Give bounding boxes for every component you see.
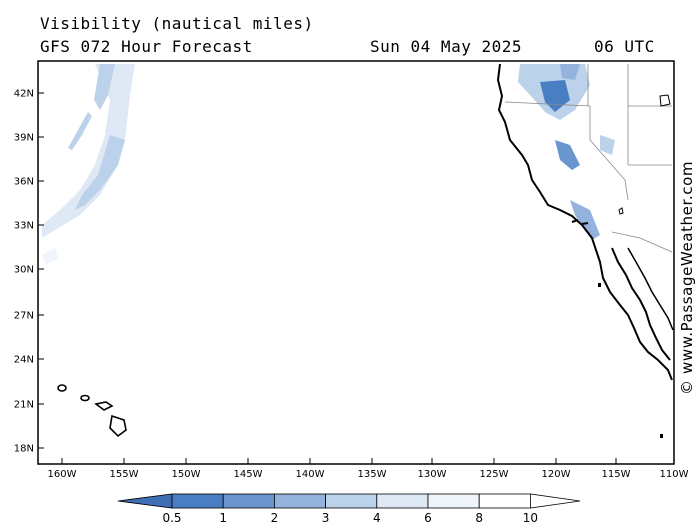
colorbar-label: 6 bbox=[424, 511, 432, 525]
fog-near-coast bbox=[42, 248, 58, 265]
colorbar-min-arrow bbox=[117, 493, 173, 509]
fog-band-north bbox=[94, 64, 115, 110]
oahu-island bbox=[80, 394, 90, 402]
fog-band-pacific bbox=[42, 64, 135, 238]
lat-label: 21N bbox=[14, 400, 34, 411]
visibility-colorbar: 0.5 1 2 3 4 6 8 10 bbox=[117, 493, 581, 525]
colorbar-max-arrow bbox=[530, 493, 581, 509]
great-salt-lake bbox=[659, 94, 671, 107]
maui-molokai-islands bbox=[94, 401, 114, 411]
lat-label: 18N bbox=[14, 444, 34, 455]
lat-label: 24N bbox=[14, 355, 34, 366]
passageweather-credit: © www.PassageWeather.com bbox=[678, 160, 696, 395]
lon-label: 135W bbox=[358, 469, 387, 480]
north-america-coastline bbox=[496, 63, 673, 381]
mainland-mexico-coast bbox=[627, 247, 674, 331]
fog-streak-west bbox=[68, 112, 92, 150]
baja-gulf-coast bbox=[611, 247, 671, 361]
colorbar-label: 10 bbox=[523, 511, 538, 525]
colorbar-bin bbox=[325, 493, 378, 509]
big-island bbox=[109, 414, 127, 438]
california-nevada-border bbox=[589, 106, 629, 201]
lon-label: 110W bbox=[660, 469, 689, 480]
hawaiian-islands bbox=[57, 384, 127, 438]
lat-label: 39N bbox=[14, 133, 34, 144]
fog-idaho bbox=[560, 64, 580, 80]
lon-label: 115W bbox=[602, 469, 631, 480]
guadalupe-island bbox=[598, 283, 601, 287]
forecast-subtitle: GFS 072 Hour Forecast bbox=[40, 37, 253, 56]
colorbar-label: 3 bbox=[322, 511, 330, 525]
kauai-island bbox=[57, 384, 67, 392]
colorbar-bin bbox=[171, 493, 224, 509]
salton-sea bbox=[618, 207, 624, 215]
lon-label: 160W bbox=[48, 469, 77, 480]
lat-label: 33N bbox=[14, 221, 34, 232]
remote-island bbox=[660, 434, 663, 438]
colorbar-label: 8 bbox=[475, 511, 483, 525]
lon-label: 120W bbox=[542, 469, 571, 480]
map-title: Visibility (nautical miles) bbox=[40, 14, 314, 33]
forecast-time: 06 UTC bbox=[594, 37, 655, 56]
lon-label: 145W bbox=[234, 469, 263, 480]
idaho-border bbox=[627, 64, 672, 107]
colorbar-label: 1 bbox=[219, 511, 227, 525]
lat-label: 30N bbox=[14, 265, 34, 276]
colorbar-label: 2 bbox=[271, 511, 279, 525]
colorbar-bin bbox=[427, 493, 480, 509]
lon-label: 155W bbox=[110, 469, 139, 480]
lat-label: 42N bbox=[14, 89, 34, 100]
colorbar-bin bbox=[273, 493, 326, 509]
lon-label: 130W bbox=[418, 469, 447, 480]
map-frame bbox=[37, 60, 675, 465]
colorbar-label: 0.5 bbox=[162, 511, 181, 525]
colorbar-bin bbox=[478, 493, 531, 509]
lon-label: 125W bbox=[480, 469, 509, 480]
us-mexico-border bbox=[611, 231, 673, 253]
lon-label: 140W bbox=[296, 469, 325, 480]
oregon-california-border bbox=[504, 101, 591, 107]
fog-band-core bbox=[75, 135, 125, 210]
latitude-axis: 42N 39N 36N 33N 30N 27N 24N 21N 18N bbox=[14, 89, 44, 455]
forecast-date: Sun 04 May 2025 bbox=[370, 37, 522, 56]
lat-label: 36N bbox=[14, 177, 34, 188]
fog-utah bbox=[600, 135, 615, 155]
lat-label: 27N bbox=[14, 311, 34, 322]
colorbar-label: 4 bbox=[373, 511, 381, 525]
channel-islands bbox=[571, 219, 589, 225]
political-borders bbox=[504, 64, 673, 253]
colorbar-bin bbox=[222, 493, 275, 509]
lon-label: 150W bbox=[172, 469, 201, 480]
fog-socal bbox=[570, 200, 600, 240]
longitude-axis: 160W 155W 150W 145W 140W 135W 130W 125W 120W 115W… bbox=[48, 458, 689, 480]
fog-nevada bbox=[555, 140, 580, 170]
colorbar-bin bbox=[376, 493, 429, 509]
